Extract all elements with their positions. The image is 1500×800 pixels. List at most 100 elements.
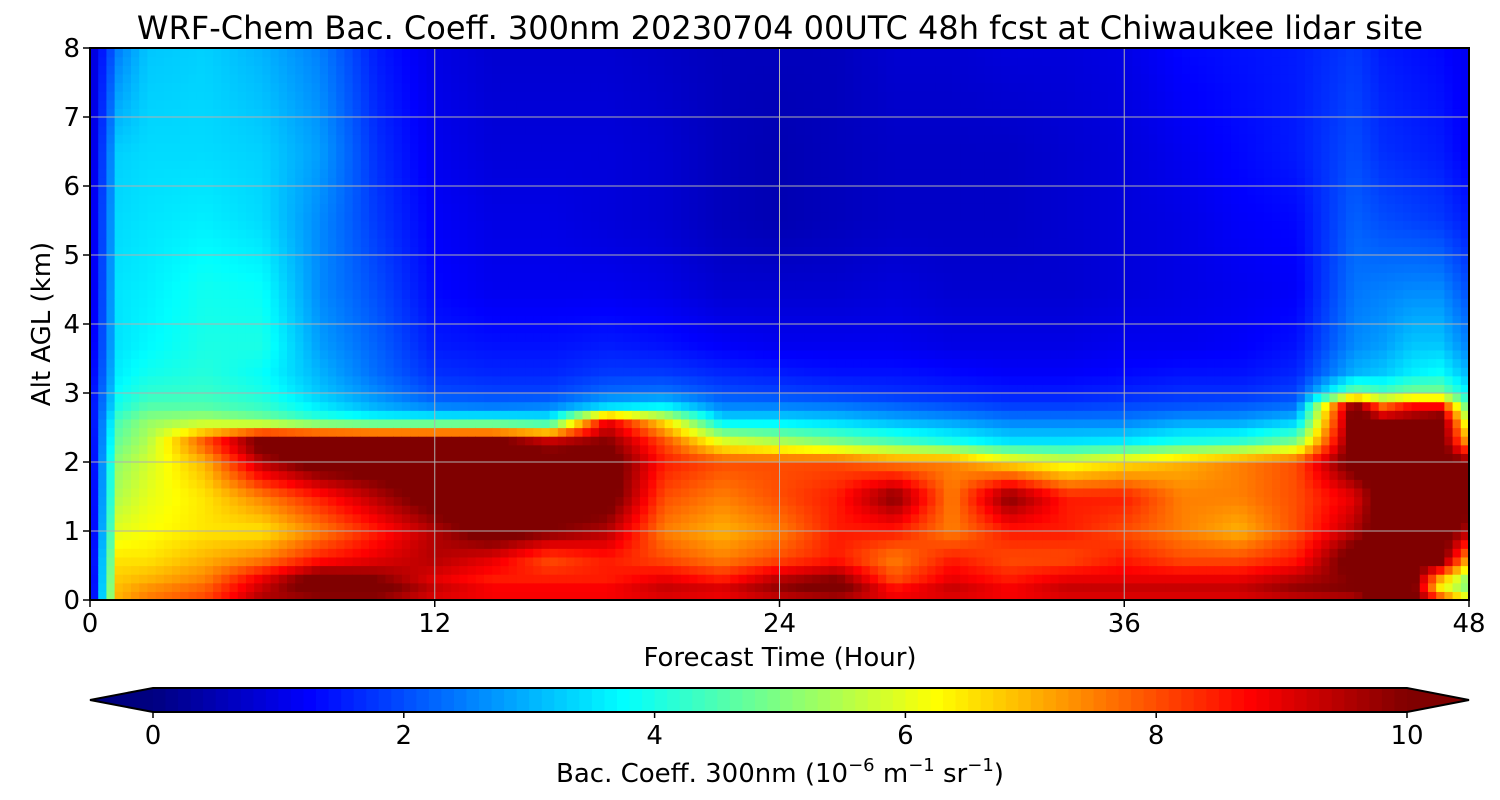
heatmap-cell [426,548,436,558]
heatmap-cell [237,73,247,84]
heatmap-cell [295,565,305,575]
heatmap-cell [549,108,559,118]
heatmap-cell [615,315,625,325]
heatmap-cell [582,203,592,213]
heatmap-cell [722,418,731,429]
heatmap-cell [303,82,313,92]
heatmap-cell [106,349,116,360]
heatmap-cell [221,384,231,394]
heatmap-cell [418,418,428,429]
heatmap-cell [484,375,493,385]
heatmap-cell [229,531,239,541]
heatmap-cell [713,453,723,463]
heatmap-cell [90,289,99,299]
heatmap-cell [393,73,403,84]
heatmap-cell [172,91,181,101]
heatmap-cell [484,444,493,454]
heatmap-cell [295,513,305,523]
heatmap-cell [623,194,633,204]
heatmap-cell [139,151,149,161]
heatmap-cell [213,125,222,135]
heatmap-cell [122,582,132,592]
heatmap-cell [155,237,165,247]
heatmap-cell [475,246,485,256]
heatmap-cell [516,582,526,592]
heatmap-cell [172,341,181,351]
heatmap-cell [114,393,124,403]
heatmap-cell [98,367,108,377]
heatmap-cell [196,56,206,66]
heatmap-cell [500,358,510,368]
heatmap-cell [434,48,444,58]
heatmap-cell [352,539,362,549]
heatmap-cell [623,280,633,291]
heatmap-cell [377,56,387,66]
heatmap-cell [451,246,460,256]
heatmap-cell [467,237,477,247]
heatmap-cell [648,427,657,437]
heatmap-cell [615,211,625,222]
heatmap-cell [254,496,263,506]
heatmap-cell [451,393,460,403]
heatmap-cell [328,142,337,153]
heatmap-cell [369,151,378,161]
heatmap-cell [549,548,559,558]
heatmap-cell [278,479,288,489]
heatmap-cell [434,289,444,299]
heatmap-cell [492,444,502,454]
heatmap-cell [155,393,165,403]
heatmap-cell [525,263,534,273]
heatmap-cell [90,470,99,480]
heatmap-cell [434,255,444,265]
heatmap-cell [188,194,198,204]
heatmap-cell [303,91,313,101]
heatmap-cell [295,306,305,316]
heatmap-cell [221,487,231,498]
heatmap-cell [245,401,255,411]
heatmap-cell [262,384,272,394]
heatmap-cell [549,117,559,127]
heatmap-cell [204,306,214,316]
heatmap-cell [484,358,493,368]
heatmap-cell [541,280,551,291]
heatmap-cell [336,134,346,144]
heatmap-cell [180,48,190,58]
heatmap-cell [229,272,239,282]
heatmap-cell [393,203,403,213]
heatmap-cell [722,470,731,480]
heatmap-cell [434,591,444,600]
heatmap-cell [484,487,493,498]
heatmap-cell [303,56,313,66]
heatmap-cell [401,246,411,256]
heatmap-cell [155,479,165,489]
heatmap-cell [303,194,313,204]
heatmap-cell [705,349,715,360]
heatmap-cell [681,186,690,196]
heatmap-cell [401,177,411,187]
heatmap-cell [90,237,99,247]
heatmap-cell [221,410,231,420]
heatmap-cell [114,591,124,600]
heatmap-cell [623,186,633,196]
heatmap-cell [90,574,99,584]
heatmap-cell [705,168,715,178]
heatmap-cell [500,436,510,446]
heatmap-cell [574,255,584,265]
heatmap-cell [525,349,534,360]
heatmap-cell [131,522,140,532]
heatmap-cell [98,186,108,196]
heatmap-cell [459,246,469,256]
heatmap-cell [582,444,592,454]
heatmap-cell [278,134,288,144]
heatmap-cell [336,65,346,75]
heatmap-cell [204,332,214,342]
heatmap-cell [221,117,231,127]
heatmap-cell [213,384,222,394]
heatmap-cell [713,358,723,368]
heatmap-cell [270,56,280,66]
heatmap-cell [631,341,641,351]
heatmap-cell [352,565,362,575]
heatmap-cell [328,462,337,472]
heatmap-cell [377,272,387,282]
heatmap-cell [155,505,165,515]
